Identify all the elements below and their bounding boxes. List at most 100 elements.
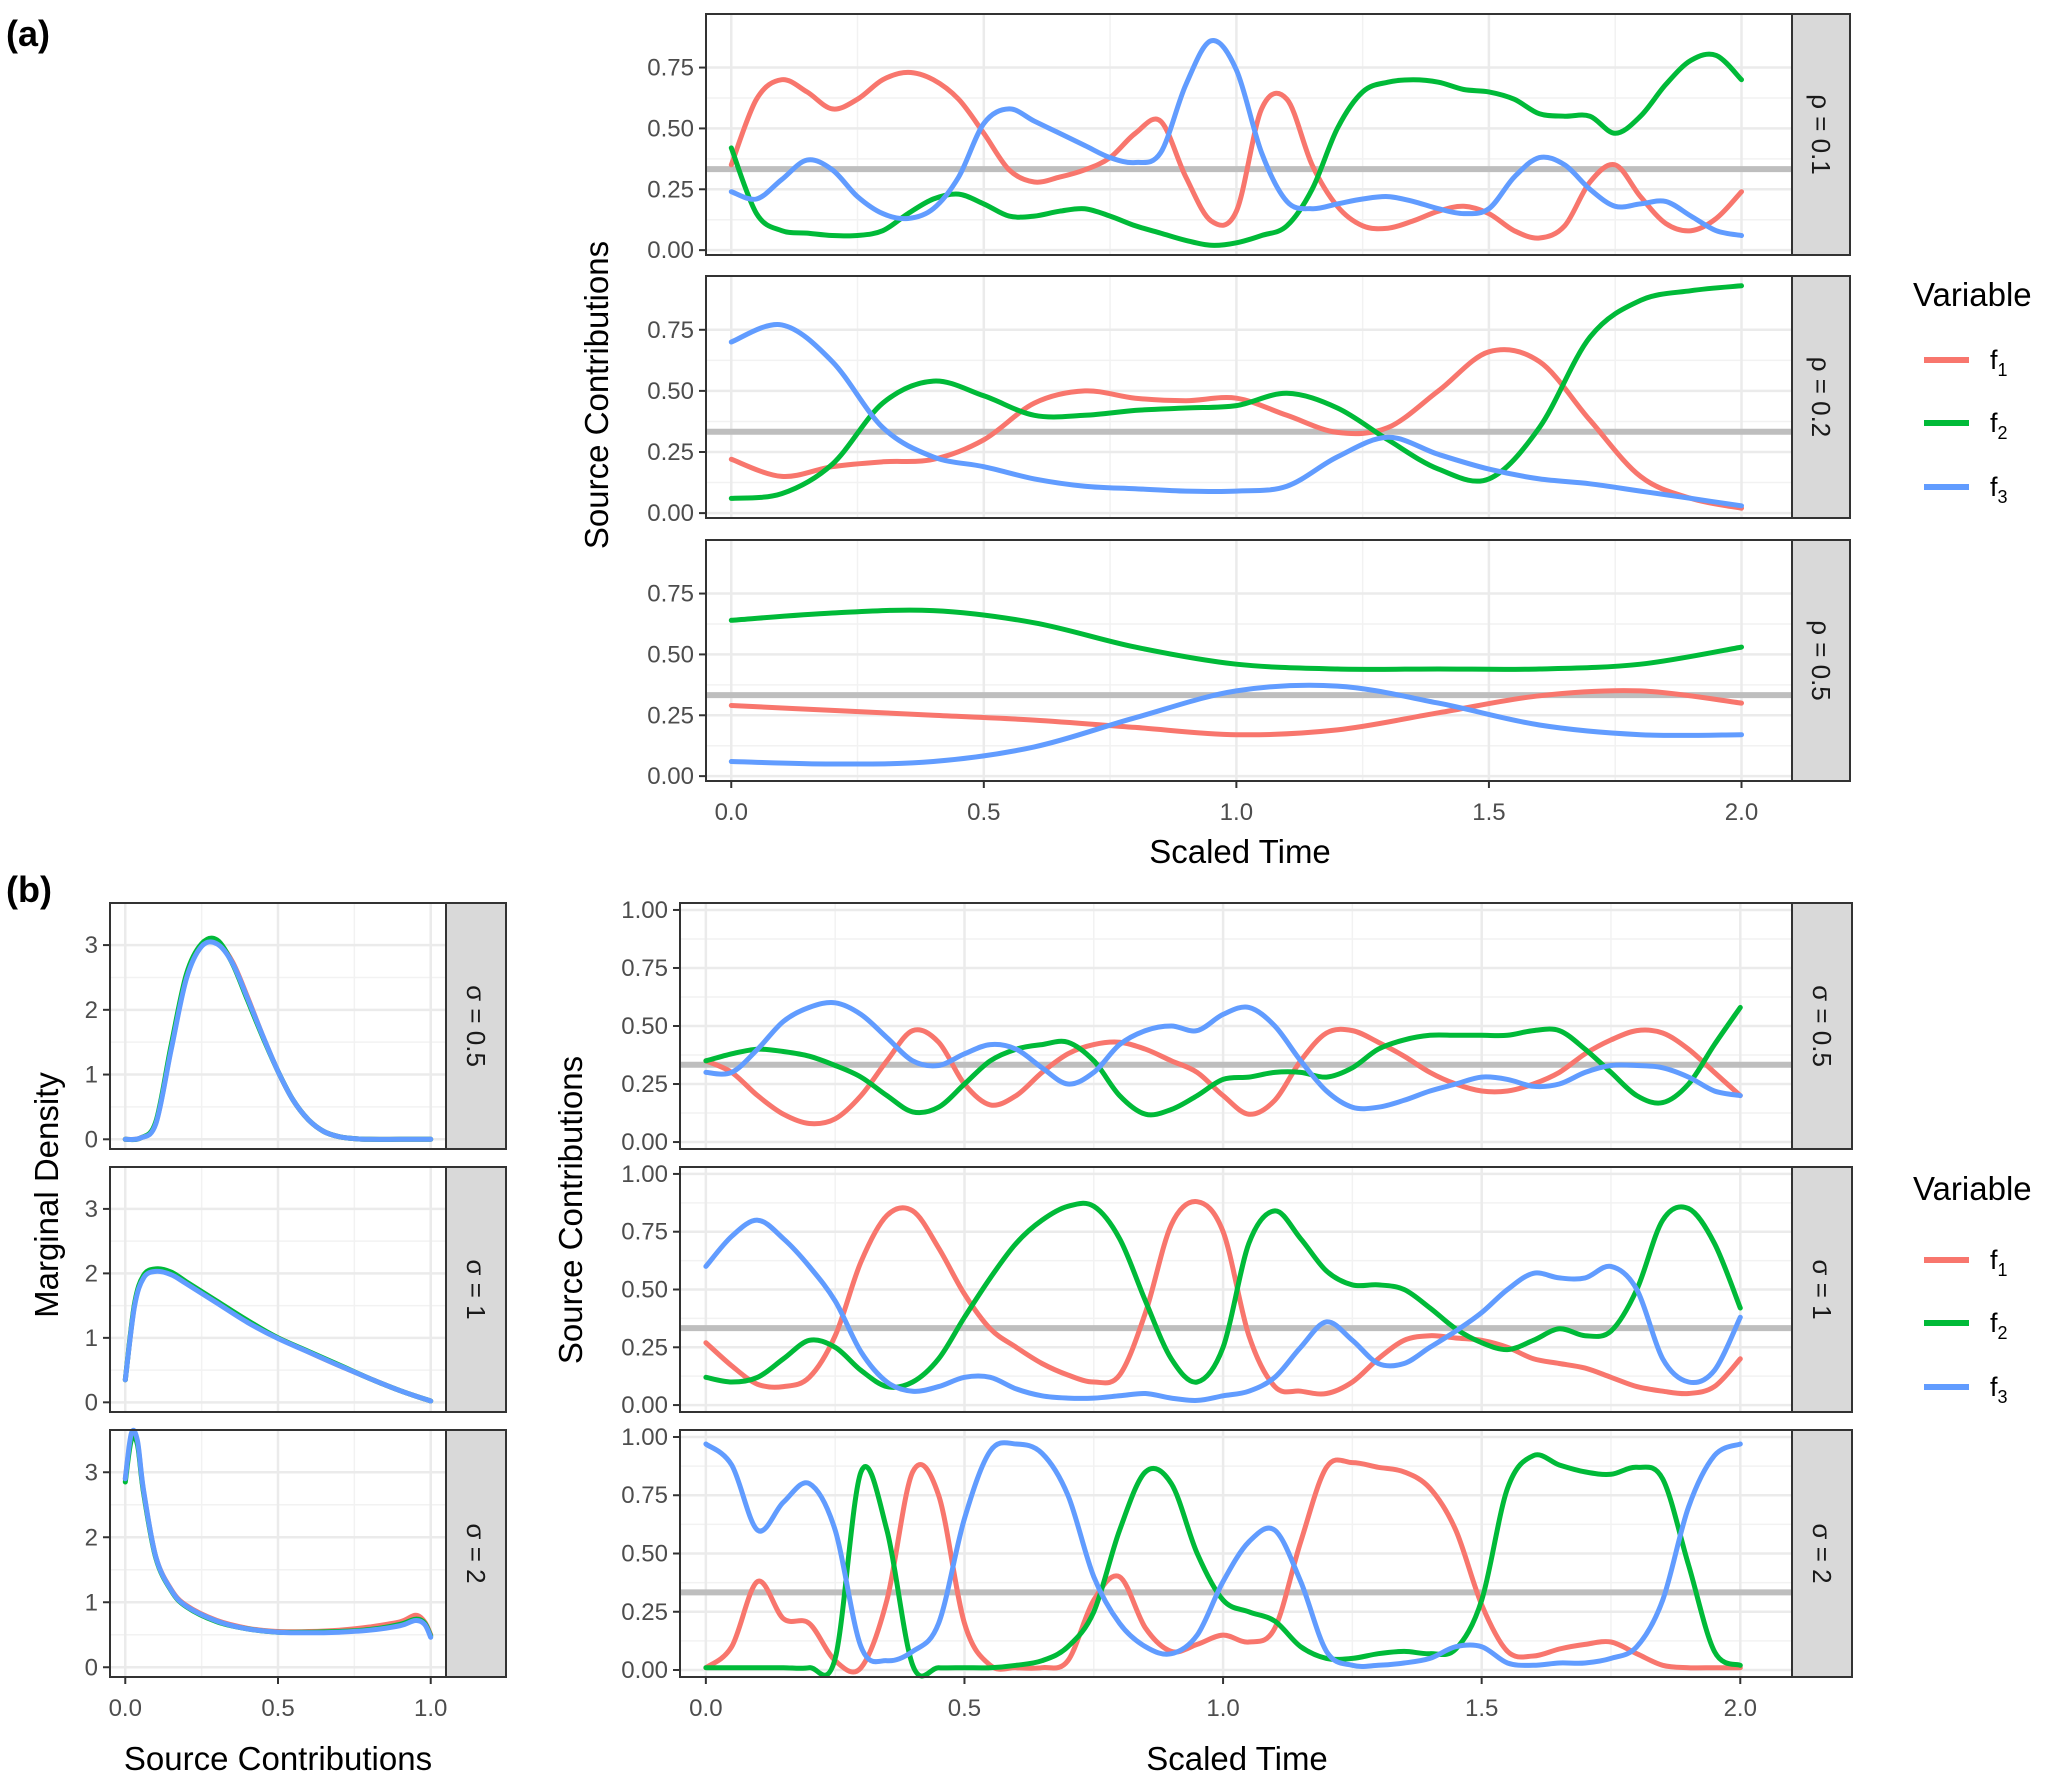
series-line-f1 [703, 1199, 1743, 1397]
facet-strip-label: ρ = 0.1 [1806, 94, 1836, 175]
x-tick-label: 0.5 [948, 1695, 981, 1722]
legend-label-f2: f2 [1990, 408, 2008, 443]
series-line-f3 [122, 939, 434, 1143]
facet-strip [445, 902, 507, 1150]
x-tick-label: 0.0 [715, 799, 748, 826]
y-tick-label: 2 [85, 1260, 98, 1287]
facet-strip [445, 1429, 507, 1678]
y-tick-label: 0.25 [621, 1334, 668, 1361]
facet-strip-label: σ = 0.5 [461, 985, 491, 1067]
legend-label-f1: f1 [1990, 1245, 2008, 1280]
facet-a-3: 0.00 0.25 0.50 0.75 0.0 0.5 1.0 1.5 2.0 ρ = 0.5 [647, 539, 1851, 826]
legend-label-f3: f3 [1990, 1372, 2008, 1407]
x-tick-label: 1.5 [1472, 799, 1505, 826]
b-left-x-axis-title: Source Contributions [124, 1740, 432, 1777]
facet-b_left-1: 0 1 2 3 σ = 0.5 [85, 902, 507, 1153]
y-tick-label: 0.25 [621, 1071, 668, 1098]
legend-title: Variable [1913, 276, 2032, 313]
facet-b_left-3: 0 1 2 3 0.0 0.5 1.0 σ = 2 [85, 1427, 507, 1722]
x-tick-label: 2.0 [1725, 799, 1758, 826]
y-tick-label: 1 [85, 1325, 98, 1352]
facet-strip [1791, 539, 1851, 782]
y-tick-label: 0.00 [621, 1657, 668, 1684]
series-line-f3 [703, 1440, 1743, 1669]
facet-strip-label: ρ = 0.5 [1806, 620, 1836, 701]
b-right-y-axis-title: Source Contributions [552, 1056, 589, 1364]
y-tick-label: 0.50 [647, 641, 694, 668]
facet-strip [1791, 275, 1851, 519]
y-tick-label: 0.50 [621, 1277, 668, 1304]
series-line-f1 [703, 1026, 1743, 1127]
y-tick-label: 0.50 [647, 378, 694, 405]
series-line-f3 [122, 1427, 434, 1640]
facet-b_right-3: 0.00 0.25 0.50 0.75 1.00 0.0 0.5 1.0 1.5 2.0 σ = 2 [621, 1424, 1853, 1722]
facet-b_right-1: 0.00 0.25 0.50 0.75 1.00 σ = 0.5 [621, 897, 1853, 1156]
y-tick-label: 3 [85, 1196, 98, 1223]
legend-label-f2: f2 [1990, 1308, 2008, 1343]
plot-area: 0.000.250.500.75ρ = 0.10.000.250.500.75ρ… [85, 13, 1853, 1722]
y-tick-label: 0 [85, 1389, 98, 1416]
y-tick-label: 2 [85, 997, 98, 1024]
panel-label-b: (b) [6, 869, 52, 910]
series-line-f3 [728, 322, 1744, 509]
series-line-f2 [703, 1004, 1743, 1118]
a-y-axis-title: Source Contributions [578, 241, 615, 549]
series-line-f3 [703, 1217, 1743, 1403]
y-tick-label: 0.00 [647, 500, 694, 527]
y-tick-label: 0 [85, 1126, 98, 1153]
legend-label-f1: f1 [1990, 345, 2008, 380]
panel-background [706, 540, 1792, 781]
y-tick-label: 2 [85, 1524, 98, 1551]
facet-strip [1791, 902, 1853, 1150]
x-tick-label: 2.0 [1724, 1695, 1757, 1722]
y-tick-label: 0.75 [647, 581, 694, 608]
y-tick-label: 3 [85, 1459, 98, 1486]
series-line-f3 [703, 1000, 1743, 1112]
series-line-f1 [728, 347, 1744, 511]
y-tick-label: 0 [85, 1654, 98, 1681]
series-line-f3 [728, 38, 1744, 238]
series-line-f2 [728, 607, 1744, 672]
facet-strip [445, 1166, 507, 1413]
y-tick-label: 0.75 [647, 317, 694, 344]
series-line-f2 [728, 283, 1744, 501]
facet-strip [1791, 1166, 1853, 1413]
y-tick-label: 0.00 [647, 763, 694, 790]
b-left-y-axis-title: Marginal Density [28, 1072, 65, 1318]
y-tick-label: 1.00 [621, 897, 668, 924]
panel-label-a: (a) [6, 13, 50, 54]
y-tick-label: 0.00 [647, 237, 694, 264]
b-right-x-axis-title: Scaled Time [1146, 1740, 1328, 1777]
y-tick-label: 1 [85, 1062, 98, 1089]
y-tick-label: 0.50 [621, 1541, 668, 1568]
facet-strip-label: σ = 1 [1807, 1259, 1837, 1319]
x-tick-label: 1.0 [1206, 1695, 1239, 1722]
series-line-f2 [703, 1452, 1743, 1679]
x-tick-label: 0.0 [109, 1695, 142, 1722]
facet-strip-label: ρ = 0.2 [1806, 357, 1836, 438]
series-line-f1 [728, 69, 1744, 241]
facet-strip-label: σ = 2 [1807, 1523, 1837, 1583]
a-x-axis-title: Scaled Time [1149, 833, 1331, 870]
facet-strip [1791, 1429, 1853, 1678]
legend-a: Variable f1 f2 f3 [1913, 276, 2032, 507]
x-tick-label: 0.5 [261, 1695, 294, 1722]
facet-a-1: 0.00 0.25 0.50 0.75 ρ = 0.1 [647, 13, 1851, 264]
facet-strip-label: σ = 1 [461, 1259, 491, 1319]
facet-a-2: 0.00 0.25 0.50 0.75 ρ = 0.2 [647, 275, 1851, 527]
y-tick-label: 0.00 [621, 1392, 668, 1419]
y-tick-label: 0.75 [621, 955, 668, 982]
y-tick-label: 0.75 [621, 1219, 668, 1246]
facet-strip [1791, 13, 1851, 256]
y-tick-label: 0.25 [647, 702, 694, 729]
y-tick-label: 1 [85, 1589, 98, 1616]
y-tick-label: 0.75 [621, 1482, 668, 1509]
panel-background [706, 14, 1792, 255]
facet-strip-label: σ = 0.5 [1807, 985, 1837, 1067]
series-line-f3 [122, 1268, 434, 1404]
y-tick-label: 0.25 [647, 176, 694, 203]
series-line-f1 [703, 1457, 1743, 1675]
facet-b_left-2: 0 1 2 3 σ = 1 [85, 1166, 507, 1416]
y-tick-label: 1.00 [621, 1424, 668, 1451]
y-tick-label: 0.25 [621, 1599, 668, 1626]
